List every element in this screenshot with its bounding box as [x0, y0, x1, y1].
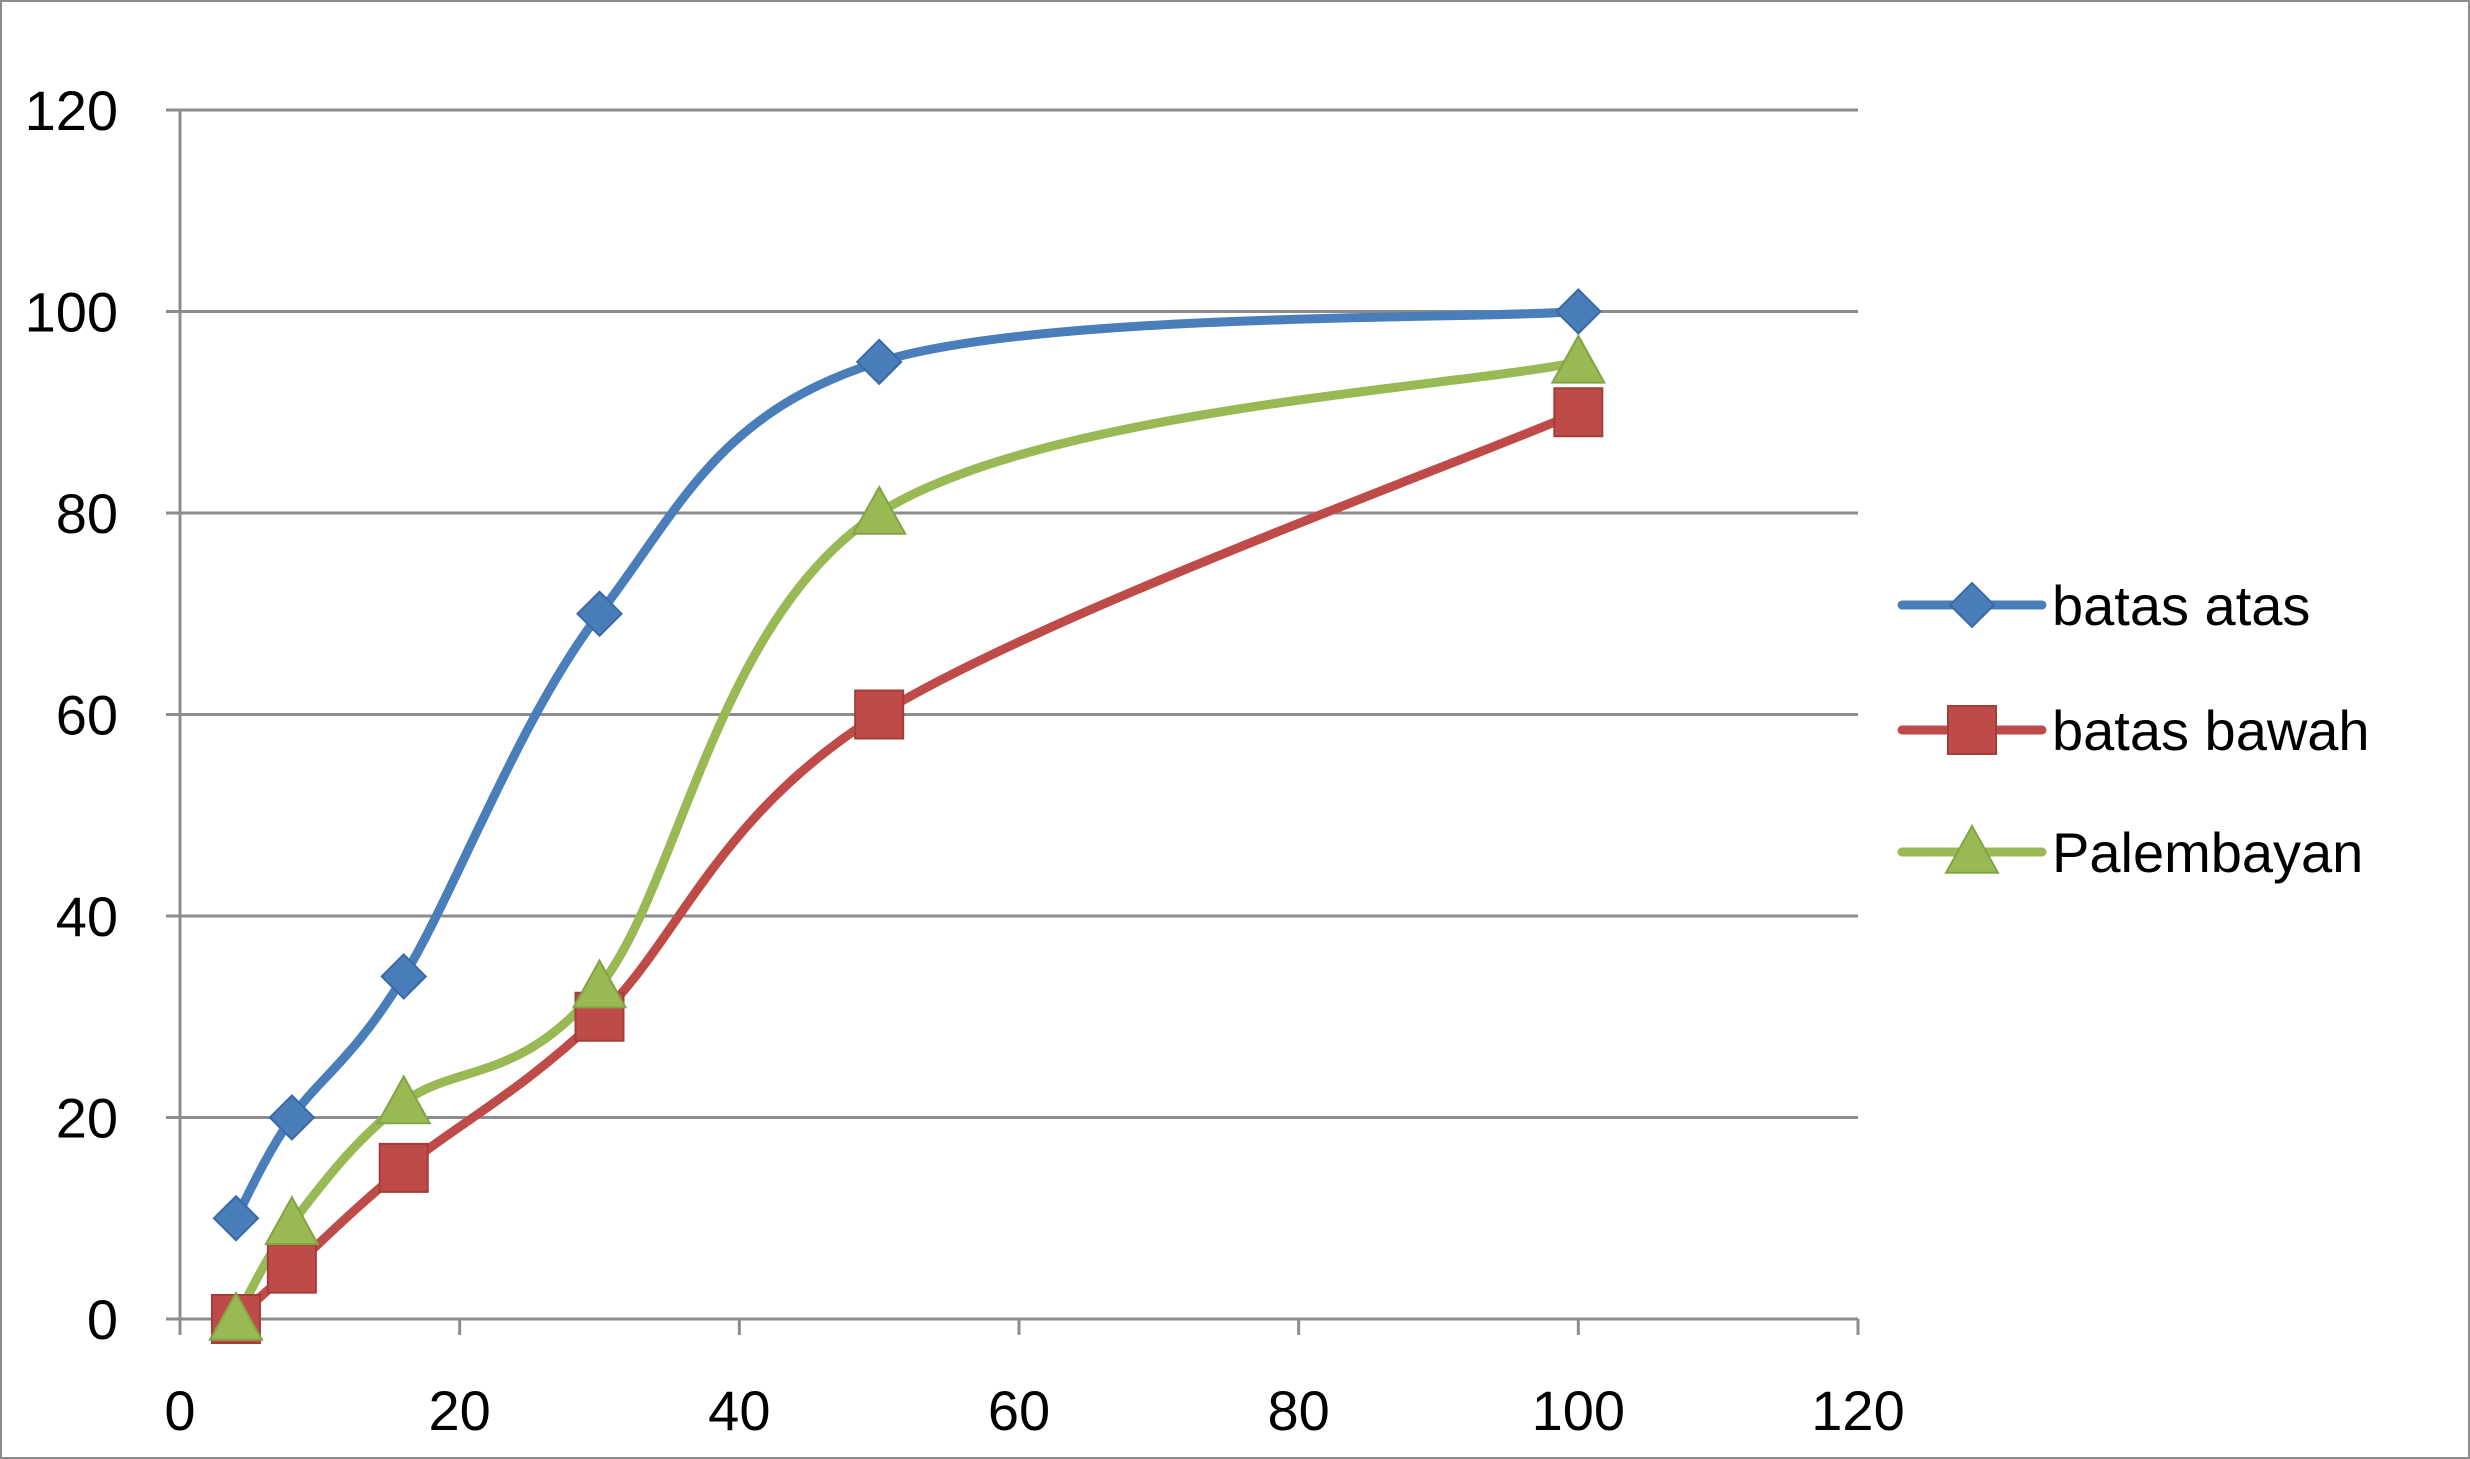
- legend: batas atas batas bawah Palembayan: [1897, 574, 2370, 884]
- x-tick-label: 100: [1532, 1379, 1625, 1442]
- data-point-triangle: [264, 1195, 320, 1246]
- x-tick-label: 40: [708, 1379, 770, 1442]
- x-tick-label: 60: [988, 1379, 1050, 1442]
- series-line-1: [231, 407, 1583, 1324]
- y-tick-label: 0: [87, 1288, 118, 1351]
- data-point-square: [1553, 387, 1604, 438]
- data-point-diamond: [855, 338, 903, 386]
- data-point-triangle: [571, 958, 628, 1009]
- data-point-triangle: [376, 1074, 432, 1125]
- x-tick-label: 0: [164, 1379, 195, 1442]
- legend-item: batas atas: [1897, 574, 2310, 637]
- y-tick-label: 60: [56, 684, 118, 747]
- data-point-triangle: [208, 1290, 264, 1341]
- data-point-diamond: [268, 1094, 316, 1141]
- x-tick-label: 120: [1811, 1379, 1904, 1442]
- legend-item: batas bawah: [1897, 699, 2370, 762]
- legend-marker-square: [1947, 705, 1997, 755]
- legend-label: batas bawah: [2052, 699, 2370, 762]
- x-tick-label: 80: [1268, 1379, 1330, 1442]
- y-tick-label: 80: [56, 482, 118, 545]
- gridlines: [166, 108, 1858, 1119]
- data-point-square: [266, 1243, 317, 1294]
- legend-label: batas atas: [2052, 574, 2310, 637]
- y-tick-label: 20: [56, 1087, 118, 1150]
- data-point-diamond: [1554, 288, 1602, 335]
- legend-item: Palembayan: [1897, 821, 2363, 884]
- legend-marker-triangle: [1944, 823, 2000, 874]
- data-point-diamond: [380, 953, 428, 1000]
- legend-label: Palembayan: [2052, 821, 2363, 884]
- data-point-diamond: [576, 590, 623, 638]
- y-tick-label: 40: [56, 885, 118, 948]
- data-point-diamond: [212, 1194, 260, 1242]
- data-markers: [208, 288, 1607, 1344]
- legend-marker-diamond: [1948, 581, 1996, 629]
- data-point-triangle: [1550, 333, 1607, 384]
- series-lines: [231, 307, 1583, 1324]
- y-tick-label: 120: [25, 79, 118, 142]
- data-point-square: [854, 689, 905, 740]
- data-point-square: [378, 1142, 429, 1193]
- axes: 0 20 40 60 80 100 120 0 20 40 60 80 100 120: [25, 79, 1905, 1442]
- data-point-triangle: [851, 484, 907, 535]
- series-line-2: [231, 357, 1583, 1324]
- x-tick-label: 20: [429, 1379, 491, 1442]
- y-tick-label: 100: [25, 281, 118, 344]
